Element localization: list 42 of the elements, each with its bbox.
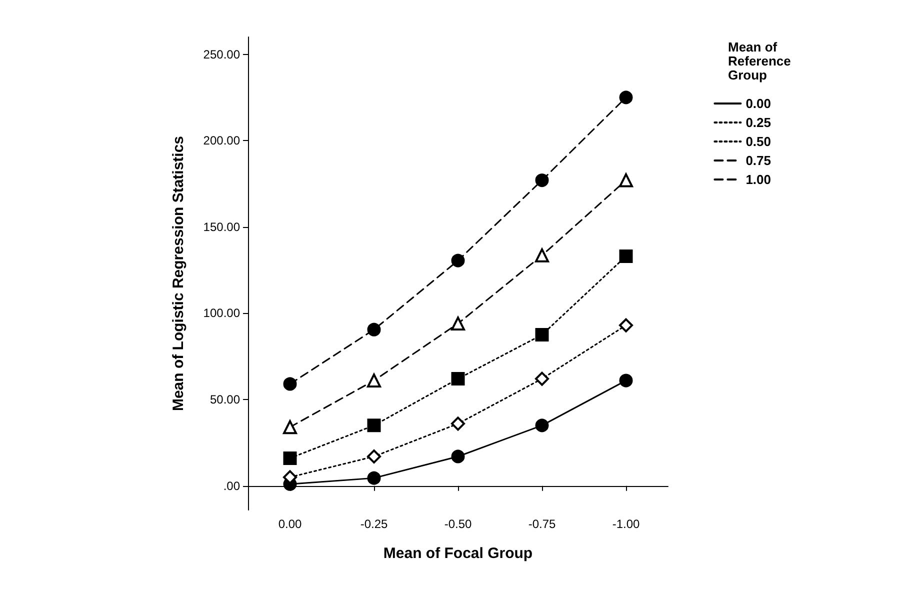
point xyxy=(619,318,633,332)
point xyxy=(535,248,549,262)
point xyxy=(367,471,381,485)
point xyxy=(451,416,465,431)
point xyxy=(619,374,633,388)
point xyxy=(451,254,465,268)
y-tick-label: 200.00 xyxy=(203,134,240,148)
y-tick-label: 150.00 xyxy=(203,220,240,234)
legend-label: 0.00 xyxy=(746,96,772,111)
legend-title: Mean of Reference Group xyxy=(728,40,791,82)
point xyxy=(367,418,381,432)
point xyxy=(535,328,549,342)
y-axis-title: Mean of Logistic Regression Statistics xyxy=(170,136,187,412)
y-tick-label: .00 xyxy=(223,478,240,493)
point xyxy=(367,322,381,336)
point xyxy=(283,420,297,434)
x-tick-label: -0.25 xyxy=(360,517,388,531)
point xyxy=(283,451,297,465)
point xyxy=(619,249,633,263)
point xyxy=(451,316,465,331)
point xyxy=(367,449,381,464)
y-tick-label: 250.00 xyxy=(203,47,240,62)
point xyxy=(535,418,549,432)
x-tick-label: -0.75 xyxy=(528,517,556,531)
legend-label: 0.25 xyxy=(746,115,772,130)
point xyxy=(451,450,465,464)
point xyxy=(283,377,297,391)
point xyxy=(367,374,381,388)
x-tick-label: -0.50 xyxy=(444,517,472,531)
point xyxy=(619,90,633,104)
y-tick-label: 100.00 xyxy=(203,306,240,320)
legend-label: 0.75 xyxy=(746,153,772,168)
x-tick-label: 0.00 xyxy=(278,517,302,531)
x-axis-title: Mean of Focal Group xyxy=(383,545,533,562)
point xyxy=(451,372,465,386)
y-tick-label: 50.00 xyxy=(210,392,240,407)
point xyxy=(619,173,633,188)
point xyxy=(535,174,549,188)
point xyxy=(535,372,549,386)
legend-label: 1.00 xyxy=(746,172,772,187)
x-tick-label: -1.00 xyxy=(612,517,640,531)
legend-label: 0.50 xyxy=(746,134,772,149)
